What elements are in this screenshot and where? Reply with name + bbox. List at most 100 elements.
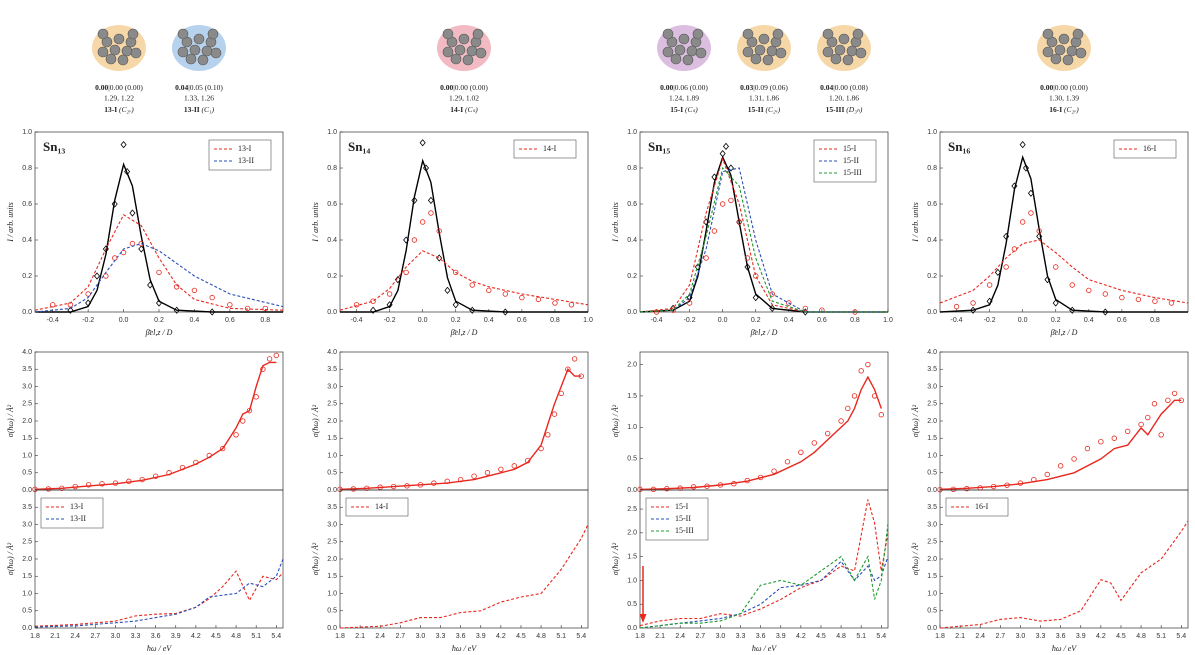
atom xyxy=(198,55,208,65)
series-line xyxy=(35,362,276,489)
y-tick-label: 2.5 xyxy=(327,401,337,408)
marker-circle xyxy=(1120,295,1125,300)
x-tick-label: 5.1 xyxy=(856,633,866,640)
marker-circle xyxy=(487,288,492,293)
energy-bold: 0.00 xyxy=(95,83,108,92)
x-axis-label: β̄el,z / D xyxy=(450,328,478,337)
y-tick-label: 3.5 xyxy=(22,504,32,511)
x-tick-label: -0.2 xyxy=(684,317,696,324)
atom xyxy=(823,47,833,57)
x-tick-label: -0.4 xyxy=(651,317,663,324)
x-tick-label: 1.8 xyxy=(635,633,645,640)
energy-bold: 0.00 xyxy=(660,83,673,92)
isomer-dipoles: 1.29, 1.22 xyxy=(104,94,134,103)
marker-circle xyxy=(412,238,417,243)
isomer-symmetry: (Cₛ) xyxy=(463,105,478,114)
x-tick-label: 0.0 xyxy=(119,317,129,324)
x-tick-label: 5.4 xyxy=(1176,633,1186,640)
marker-circle xyxy=(879,412,884,417)
y-axis-label: I / arb. units xyxy=(911,202,920,243)
y-tick-label: 3.5 xyxy=(327,504,337,511)
chart: 0.00.51.01.52.02.53.03.51.82.12.42.73.03… xyxy=(311,490,588,653)
y-tick-label: 0.8 xyxy=(22,165,32,172)
x-tick-label: 3.3 xyxy=(1036,633,1046,640)
atom xyxy=(663,47,673,57)
panel-title: Sn₁₃ xyxy=(43,139,65,154)
x-tick-label: 2.7 xyxy=(995,633,1005,640)
y-tick-label: 0.4 xyxy=(627,237,637,244)
x-axis-label: ħω / eV xyxy=(452,644,477,653)
atom xyxy=(451,54,461,64)
x-tick-label: 0.2 xyxy=(154,317,164,324)
marker-circle xyxy=(1112,436,1117,441)
marker-circle xyxy=(1004,265,1009,270)
marker-diamond xyxy=(121,142,126,148)
x-tick-label: 0.2 xyxy=(451,317,461,324)
marker-circle xyxy=(552,412,557,417)
atom xyxy=(1073,29,1083,39)
panel-title: Sn₁₄ xyxy=(348,139,370,154)
y-tick-label: 0.0 xyxy=(22,487,32,494)
atom xyxy=(671,54,681,64)
x-tick-label: 2.1 xyxy=(955,633,965,640)
y-tick-label: 1.0 xyxy=(927,129,937,136)
marker-circle xyxy=(210,295,215,300)
marker-diamond xyxy=(428,197,433,203)
chart: 0.00.51.01.52.02.53.03.54.0σ(ħω) / Å² xyxy=(911,349,1188,494)
y-tick-label: 0.4 xyxy=(927,237,937,244)
atom xyxy=(743,47,753,57)
marker-circle xyxy=(545,433,550,438)
figure: 0.00|0.00 (0.00)1.29, 1.2213-I (C₂ᵥ)0.04… xyxy=(0,0,1195,655)
atom xyxy=(463,55,473,65)
y-tick-label: 0.5 xyxy=(327,470,337,477)
y-tick-label: 0.5 xyxy=(627,455,637,462)
x-tick-label: 4.8 xyxy=(536,633,546,640)
y-tick-label: 0.0 xyxy=(327,309,337,316)
atom xyxy=(853,29,863,39)
y-tick-label: 0.0 xyxy=(927,487,937,494)
legend-label: 15-III xyxy=(675,526,694,535)
marker-circle xyxy=(712,229,717,234)
series-line xyxy=(340,525,588,629)
x-tick-label: 1.8 xyxy=(335,633,345,640)
y-tick-label: 0.2 xyxy=(22,273,32,280)
y-tick-label: 0.6 xyxy=(327,201,337,208)
y-axis-label: I / arb. units xyxy=(611,202,620,243)
y-tick-label: 1.0 xyxy=(22,452,32,459)
isomer-label: 13-II (C₁) xyxy=(184,105,215,114)
atom xyxy=(194,34,204,44)
x-tick-label: 1.8 xyxy=(935,633,945,640)
isomer-dipoles: 1.29, 1.02 xyxy=(449,94,479,103)
atom xyxy=(693,29,703,39)
isomer-name: 15-I xyxy=(670,105,683,114)
marker-circle xyxy=(240,419,245,424)
x-tick-label: -0.2 xyxy=(82,317,94,324)
series-line xyxy=(940,240,1188,303)
y-tick-label: 2.5 xyxy=(327,539,337,546)
atom xyxy=(1059,34,1069,44)
marker-circle xyxy=(1103,292,1108,297)
x-tick-label: 1.8 xyxy=(30,633,40,640)
atom xyxy=(455,45,465,55)
marker-circle xyxy=(825,431,830,436)
chart: 0.00.20.40.60.81.0-0.4-0.20.00.20.40.60.… xyxy=(911,129,1188,337)
y-tick-label: 0.0 xyxy=(627,487,637,494)
y-tick-label: 0.6 xyxy=(927,201,937,208)
atom xyxy=(1067,46,1077,56)
atom xyxy=(467,46,477,56)
x-tick-label: 4.2 xyxy=(1096,633,1106,640)
isomer-energy: 0.04|0.05 (0.10) xyxy=(175,83,223,92)
y-axis-label: I / arb. units xyxy=(6,202,15,243)
marker-circle xyxy=(157,270,162,275)
marker-circle xyxy=(1085,446,1090,451)
marker-circle xyxy=(1166,398,1171,403)
y-tick-label: 1.5 xyxy=(22,435,32,442)
y-tick-label: 1.0 xyxy=(927,452,937,459)
y-tick-label: 0.0 xyxy=(22,625,32,632)
y-tick-label: 1.5 xyxy=(927,435,937,442)
isomer-label: 15-III (D₃ₕ) xyxy=(826,105,863,114)
y-tick-label: 3.5 xyxy=(22,366,32,373)
y-axis-label: σ(ħω) / Å² xyxy=(6,542,15,575)
x-tick-label: 0.8 xyxy=(550,317,560,324)
